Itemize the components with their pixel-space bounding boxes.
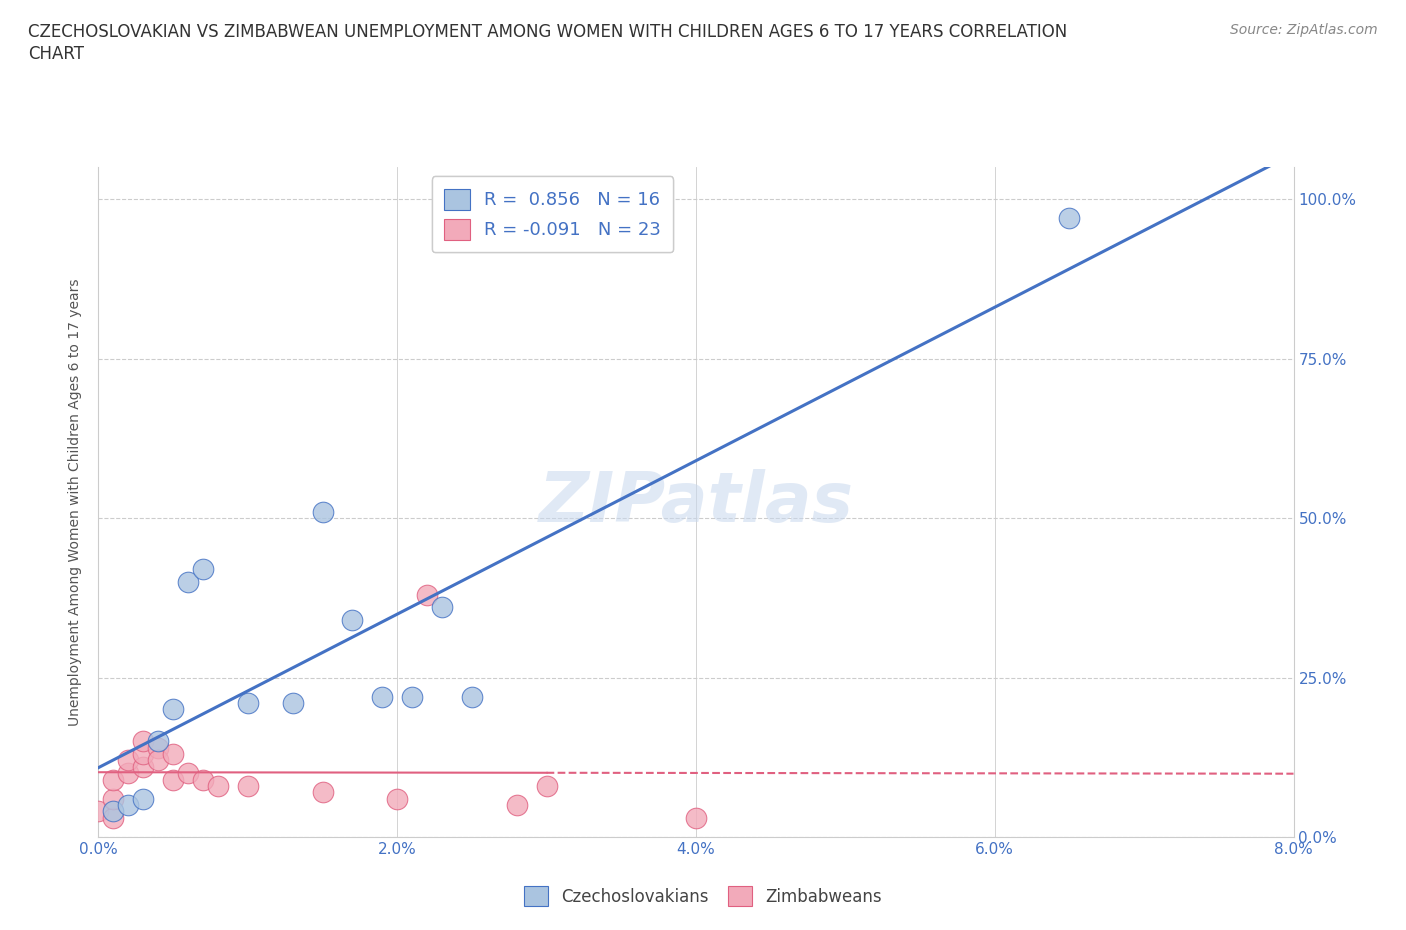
Point: [1059, 211, 1081, 226]
Point: [148, 734, 170, 749]
Point: [132, 760, 155, 775]
Point: [162, 772, 184, 787]
Point: [103, 772, 125, 787]
Point: [148, 740, 170, 755]
Point: [132, 791, 155, 806]
Point: [506, 798, 529, 813]
Text: Source: ZipAtlas.com: Source: ZipAtlas.com: [1230, 23, 1378, 37]
Point: [281, 696, 304, 711]
Point: [207, 778, 229, 793]
Point: [117, 798, 139, 813]
Point: [103, 810, 125, 825]
Text: ZIPatlas: ZIPatlas: [538, 469, 853, 536]
Point: [342, 613, 364, 628]
Point: [385, 791, 409, 806]
Point: [401, 689, 423, 704]
Point: [311, 504, 333, 519]
Point: [132, 734, 155, 749]
Point: [117, 753, 139, 768]
Point: [177, 765, 200, 780]
Point: [103, 804, 125, 819]
Point: [148, 753, 170, 768]
Point: [461, 689, 484, 704]
Point: [117, 765, 139, 780]
Legend: R =  0.856   N = 16, R = -0.091   N = 23: R = 0.856 N = 16, R = -0.091 N = 23: [432, 177, 673, 252]
Point: [103, 791, 125, 806]
Point: [311, 785, 333, 800]
Text: CZECHOSLOVAKIAN VS ZIMBABWEAN UNEMPLOYMENT AMONG WOMEN WITH CHILDREN AGES 6 TO 1: CZECHOSLOVAKIAN VS ZIMBABWEAN UNEMPLOYME…: [28, 23, 1067, 41]
Point: [536, 778, 558, 793]
Point: [177, 575, 200, 590]
Point: [87, 804, 110, 819]
Point: [162, 747, 184, 762]
Point: [132, 747, 155, 762]
Y-axis label: Unemployment Among Women with Children Ages 6 to 17 years: Unemployment Among Women with Children A…: [69, 278, 83, 726]
Point: [236, 778, 259, 793]
Point: [371, 689, 394, 704]
Point: [191, 772, 214, 787]
Point: [191, 562, 214, 577]
Legend: Czechoslovakians, Zimbabweans: Czechoslovakians, Zimbabweans: [517, 880, 889, 912]
Point: [416, 587, 439, 602]
Point: [162, 702, 184, 717]
Point: [236, 696, 259, 711]
Point: [430, 600, 453, 615]
Point: [685, 810, 707, 825]
Text: CHART: CHART: [28, 45, 84, 62]
